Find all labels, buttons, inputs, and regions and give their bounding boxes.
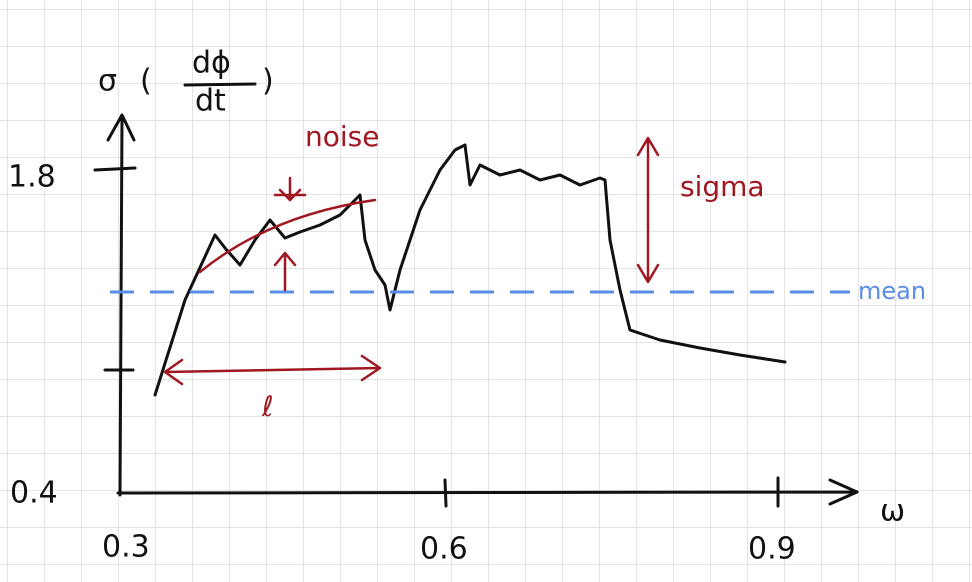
sigma-label: sigma [680,170,765,203]
y-tick-label: 0.4 [10,476,58,511]
length-label: ℓ [261,390,274,423]
signal-curve [153,143,787,397]
length-arrow [163,354,382,386]
fraction-bar [183,82,257,87]
y-label-numerator: dϕ [192,46,231,81]
y-label-symbol: σ [98,64,117,99]
y-tick-label: 1.8 [8,160,56,195]
x-tick-label: 0.3 [102,530,150,565]
sigma-arrow [636,136,660,284]
noise-label: noise [305,120,379,153]
mean-label: mean [858,277,926,305]
trend-curve [198,198,377,274]
y-label-denominator: dt [195,84,226,119]
paren: ) [262,64,274,99]
x-tick-label: 0.9 [748,532,796,567]
y-axis [106,113,136,497]
x-axis [116,478,859,506]
x-label: ω [880,494,905,529]
noise-arrow-up [273,251,297,292]
ticks [93,166,780,508]
x-tick-label: 0.6 [420,532,468,567]
paren: ( [140,64,152,99]
noise-arrow-down [273,176,307,202]
